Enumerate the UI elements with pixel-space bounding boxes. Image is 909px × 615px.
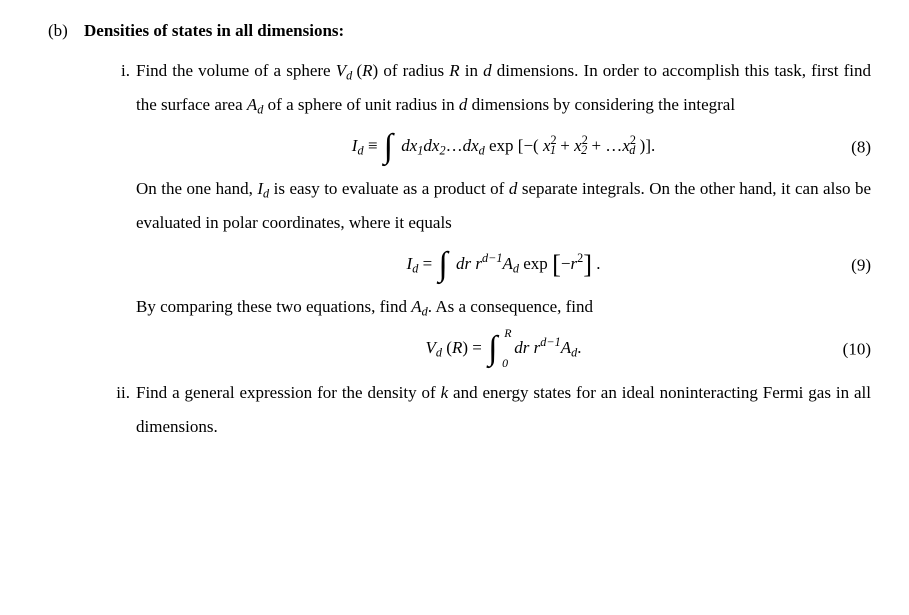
eq8-integral: ∫ [384, 130, 393, 164]
subitem-ii-body: Find a general expression for the densit… [136, 376, 871, 444]
sym-A2: A [411, 297, 421, 316]
text: of a sphere of unit radius in [263, 95, 458, 114]
sym-A: A [247, 95, 257, 114]
eq9-A: A [503, 254, 513, 273]
eq10-Vd: d [436, 345, 442, 359]
eq9-number: (9) [851, 257, 871, 274]
text: in [460, 61, 483, 80]
eq9-min: − [561, 254, 571, 273]
para-3: By comparing these two equations, find A… [136, 290, 871, 324]
eq10-dm1: d−1 [540, 335, 561, 349]
para-2: On the one hand, Id is easy to evaluate … [136, 172, 871, 240]
sym-d: d [483, 61, 492, 80]
text: of radius [378, 61, 449, 80]
eq10-R: R [452, 338, 462, 357]
eq10-dr: dr [514, 338, 533, 357]
eq8-p1: + [556, 136, 574, 155]
eq10-V: V [426, 338, 436, 357]
eq9-r: r [475, 254, 482, 273]
eq8-min: −( [523, 136, 538, 155]
eq10-lower: 0 [502, 358, 508, 370]
eq8-dxd: dx [463, 136, 479, 155]
equation-10: Vd (R) = ∫ R 0 dr rd−1Ad. (10) [136, 332, 871, 366]
sym-V: V [336, 61, 346, 80]
text: Find a general expression for the densit… [136, 383, 441, 402]
text: dimensions by considering the integral [467, 95, 735, 114]
equation-8: Id ≡ ∫ dx1dx2…dxd exp [−( x21 + x22 + …x… [136, 130, 871, 164]
sym-V-sub: d [346, 68, 352, 82]
eq10-A: A [561, 338, 571, 357]
subitem-ii-label: ii. [104, 376, 136, 444]
eq8-exp: exp [485, 136, 518, 155]
page: (b) Densities of states in all dimension… [0, 0, 909, 454]
eq10-number: (10) [843, 341, 871, 358]
part-b-label: (b) [48, 14, 76, 48]
sym-k: k [441, 383, 449, 402]
subitem-i: i. Find the volume of a sphere Vd (R) of… [104, 54, 871, 374]
eq9-integral: ∫ [438, 248, 447, 282]
subitem-i-body: Find the volume of a sphere Vd (R) of ra… [136, 54, 871, 374]
text: is easy to evaluate as a product of [269, 179, 509, 198]
eq10-eq: = [468, 338, 486, 357]
equation-9: Id = ∫ dr rd−1Ad exp [−r2] . (9) [136, 248, 871, 282]
eq9-dr: dr [456, 254, 475, 273]
eq8-number: (8) [851, 139, 871, 156]
eq10-integral: ∫ R 0 [488, 332, 497, 366]
eq9-rdm1: d−1 [482, 251, 503, 265]
text: . As a consequence, find [428, 297, 593, 316]
eq8-dot: . [651, 136, 655, 155]
eq10-dot: . [577, 338, 581, 357]
sym-R: R [362, 61, 372, 80]
part-b-title: Densities of states in all dimensions: [84, 14, 344, 48]
eq8-dx2: dx [423, 136, 439, 155]
sym-R2: R [449, 61, 459, 80]
subitem-i-label: i. [104, 54, 136, 374]
eq9-dot: . [596, 254, 600, 273]
eq9-eq: = [418, 254, 436, 273]
eq8-xds: d [629, 143, 635, 157]
eq9-exp: exp [519, 254, 552, 273]
eq8-dots: … [446, 136, 463, 155]
text: On the one hand, [136, 179, 257, 198]
part-b-heading: (b) Densities of states in all dimension… [48, 14, 871, 48]
eq8-dx1: dx [401, 136, 417, 155]
text: Find the volume of a sphere [136, 61, 336, 80]
text: By comparing these two equations, find [136, 297, 411, 316]
eq8-equiv: ≡ [364, 136, 382, 155]
subitem-ii: ii. Find a general expression for the de… [104, 376, 871, 444]
eq10-upper: R [504, 328, 511, 340]
eq8-p2: + … [587, 136, 622, 155]
